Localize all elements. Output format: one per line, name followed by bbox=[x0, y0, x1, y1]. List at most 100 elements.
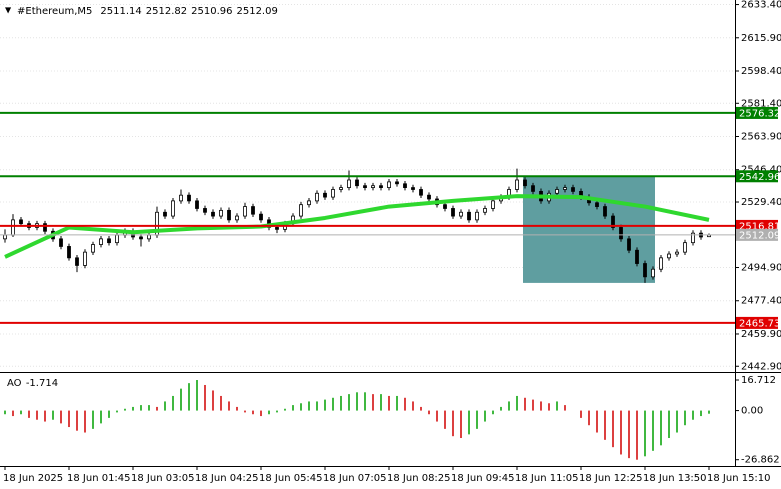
candle-body bbox=[571, 187, 575, 192]
candle-body bbox=[563, 187, 567, 190]
candle-body bbox=[11, 219, 15, 236]
x-tick-label: 18 Jun 12:25 bbox=[579, 473, 643, 484]
candle-body bbox=[235, 215, 239, 221]
candle-body bbox=[491, 200, 495, 209]
candle-body bbox=[115, 234, 119, 244]
candle-body bbox=[315, 192, 319, 202]
ao-last: -1.714 bbox=[26, 378, 58, 389]
candle-body bbox=[99, 238, 103, 245]
level-label: 2576.32 bbox=[739, 108, 780, 119]
moving-average bbox=[4, 194, 710, 259]
candle-body bbox=[371, 185, 375, 188]
candle-body bbox=[91, 244, 95, 253]
ao-name: AO bbox=[7, 378, 22, 389]
candle-body bbox=[395, 181, 399, 185]
x-tick-label: 18 Jun 05:45 bbox=[259, 473, 323, 484]
candle-body bbox=[179, 194, 183, 202]
candle-body bbox=[139, 236, 143, 240]
candle-body bbox=[211, 211, 215, 217]
candle-body bbox=[147, 234, 151, 240]
level-label: 2542.96 bbox=[739, 172, 780, 183]
candle-body bbox=[355, 179, 359, 187]
candle-body bbox=[43, 223, 47, 232]
y-tick-label: 2477.40 bbox=[741, 296, 781, 307]
candle-body bbox=[467, 211, 471, 221]
candle-body bbox=[635, 249, 639, 264]
x-tick-label: 18 Jun 13:50 bbox=[643, 473, 707, 484]
level-label-bg bbox=[736, 316, 778, 329]
close: 2512.09 bbox=[236, 6, 277, 17]
candle-body bbox=[523, 179, 527, 187]
level-label-bg bbox=[736, 106, 778, 119]
candle-body bbox=[363, 185, 367, 188]
price-panel bbox=[0, 4, 735, 367]
candle-body bbox=[67, 246, 71, 259]
candle-body bbox=[163, 211, 167, 217]
candle-body bbox=[555, 189, 559, 194]
y-tick-label: 2546.40 bbox=[741, 165, 781, 176]
candle-body bbox=[419, 189, 423, 196]
ao-header: AO -1.714 bbox=[7, 378, 58, 389]
y-tick-label: 2615.90 bbox=[741, 33, 781, 44]
y-tick-label: 2581.40 bbox=[741, 98, 781, 109]
candle-body bbox=[307, 200, 311, 206]
candle-body bbox=[299, 204, 303, 217]
candle-body bbox=[83, 251, 87, 266]
candle-body bbox=[195, 200, 199, 209]
x-tick-label: 18 Jun 04:25 bbox=[195, 473, 259, 484]
x-tick-label: 18 Jun 07:05 bbox=[323, 473, 387, 484]
high: 2512.82 bbox=[146, 6, 187, 17]
candle-body bbox=[443, 204, 447, 209]
level-label: 2516.81 bbox=[739, 221, 780, 232]
candle-body bbox=[331, 189, 335, 198]
candle-body bbox=[427, 194, 431, 200]
candle-body bbox=[451, 208, 455, 217]
menu-arrow[interactable]: ▼ bbox=[5, 6, 12, 15]
candle-body bbox=[219, 209, 223, 217]
y-tick-label: 2494.90 bbox=[741, 263, 781, 274]
candle-body bbox=[187, 194, 191, 202]
candle-body bbox=[171, 200, 175, 217]
candle-body bbox=[603, 206, 607, 217]
x-tick-label: 18 Jun 08:25 bbox=[387, 473, 451, 484]
candle-body bbox=[243, 206, 247, 217]
candle-body bbox=[75, 257, 79, 266]
candle-body bbox=[387, 181, 391, 188]
y-tick-label: 2529.40 bbox=[741, 197, 781, 208]
candle-body bbox=[651, 268, 655, 278]
ao-tick-label: 0.00 bbox=[741, 406, 763, 417]
candle-body bbox=[459, 211, 463, 217]
ao-tick-label: 16.712 bbox=[741, 375, 776, 386]
candle-body bbox=[227, 209, 231, 221]
candle-body bbox=[3, 234, 7, 240]
ao-tick-label: -26.862 bbox=[741, 455, 780, 466]
candle-body bbox=[515, 179, 519, 190]
x-tick-label: 18 Jun 01:45 bbox=[67, 473, 131, 484]
candle-body bbox=[275, 227, 279, 230]
candle-body bbox=[259, 213, 263, 221]
candle-body bbox=[411, 187, 415, 190]
candle-body bbox=[107, 238, 111, 244]
x-tick-label: 18 Jun 11:05 bbox=[515, 473, 579, 484]
candle-body bbox=[691, 232, 695, 244]
candle-body bbox=[323, 192, 327, 198]
open: 2511.14 bbox=[100, 6, 141, 17]
candle-body bbox=[595, 202, 599, 207]
candle-body bbox=[483, 208, 487, 213]
x-tick-label: 18 Jun 03:05 bbox=[131, 473, 195, 484]
low: 2510.96 bbox=[191, 6, 232, 17]
candle-body bbox=[683, 242, 687, 253]
candle-body bbox=[667, 253, 671, 259]
candle-body bbox=[611, 215, 615, 228]
candle-body bbox=[203, 208, 207, 213]
y-tick-label: 2459.90 bbox=[741, 329, 781, 340]
candle-body bbox=[643, 263, 647, 278]
level-label: 2465.73 bbox=[739, 318, 780, 329]
x-tick-label: 18 Jun 09:45 bbox=[451, 473, 515, 484]
candle-body bbox=[675, 251, 679, 255]
candle-body bbox=[347, 179, 351, 188]
trade-zone bbox=[523, 176, 655, 283]
y-tick-label: 2598.40 bbox=[741, 66, 781, 77]
y-tick-label: 2563.90 bbox=[741, 132, 781, 143]
